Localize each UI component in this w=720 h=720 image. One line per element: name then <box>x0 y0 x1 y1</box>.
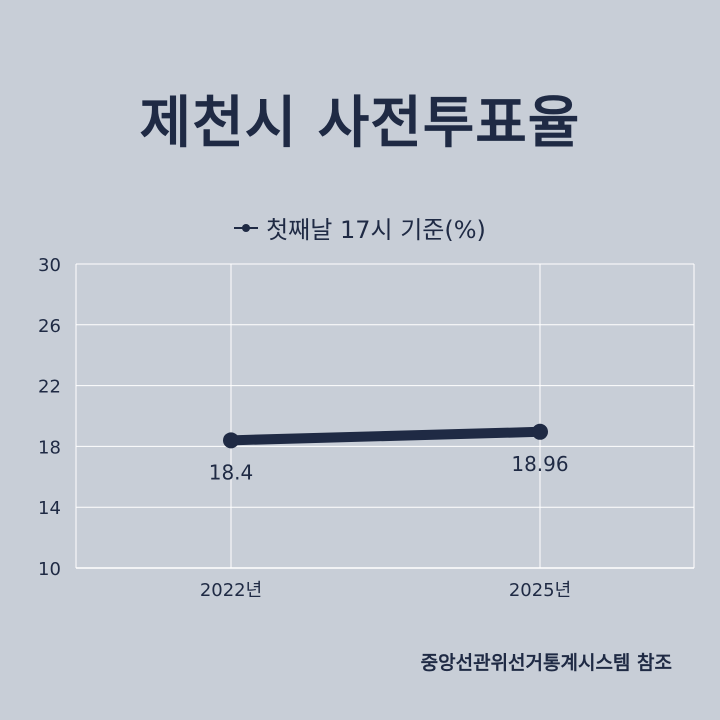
data-label: 18.96 <box>511 452 568 476</box>
series-line <box>226 426 545 446</box>
source-note: 중앙선관위선거통계시스템 참조 <box>420 652 672 674</box>
chart-grid <box>76 263 694 569</box>
chart-marks: 18.4 18.96 <box>209 423 569 484</box>
x-tick-label: 2025년 <box>509 580 571 601</box>
y-tick-label: 26 <box>38 316 61 337</box>
y-tick-label: 18 <box>38 437 61 458</box>
y-tick-label: 30 <box>38 255 61 276</box>
y-tick-label: 14 <box>38 498 61 519</box>
chart-title: 제천시 사전투표율 <box>139 91 581 156</box>
x-tick-label: 2022년 <box>200 580 262 601</box>
chart-axes: 10 14 18 22 26 30 2022년 2025년 <box>38 255 695 601</box>
chart-legend: 첫째날 17시 기준(%) <box>0 210 720 245</box>
data-point <box>532 423 548 440</box>
data-label: 18.4 <box>209 460 254 484</box>
legend-marker <box>234 223 259 232</box>
y-tick-label: 10 <box>38 559 61 580</box>
y-tick-label: 22 <box>38 377 61 398</box>
legend-label: 첫째날 17시 기준(%) <box>266 216 486 244</box>
data-point <box>223 432 239 449</box>
